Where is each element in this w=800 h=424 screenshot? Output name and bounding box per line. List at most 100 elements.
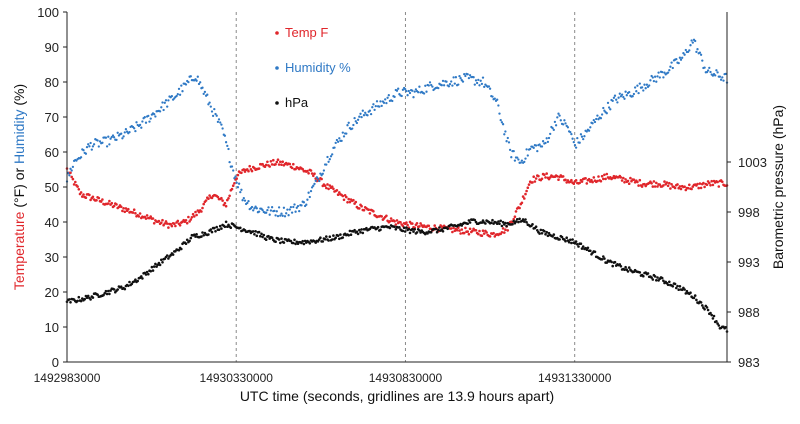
data-point — [71, 177, 75, 181]
data-point — [461, 80, 465, 83]
data-point — [274, 214, 277, 217]
data-point — [603, 173, 606, 177]
data-point — [415, 222, 419, 225]
data-point — [580, 180, 584, 183]
data-point — [191, 212, 195, 216]
data-point — [265, 211, 268, 214]
data-point — [68, 174, 71, 177]
data-point — [688, 183, 691, 187]
data-point — [689, 291, 692, 295]
data-point — [458, 229, 461, 232]
data-point — [441, 230, 445, 233]
data-point — [593, 120, 597, 124]
data-point — [312, 174, 315, 178]
data-point — [134, 129, 137, 133]
data-point — [359, 112, 362, 115]
data-point — [703, 66, 706, 69]
data-point — [264, 163, 268, 167]
data-point — [336, 140, 340, 143]
data-point — [518, 206, 521, 210]
data-point — [151, 217, 155, 220]
data-point — [301, 167, 305, 171]
data-point — [84, 196, 88, 199]
data-point — [134, 278, 137, 282]
data-point — [203, 90, 207, 94]
data-point — [388, 220, 392, 223]
data-point — [593, 250, 597, 254]
data-point — [123, 210, 127, 214]
data-point — [452, 226, 455, 230]
data-point — [636, 180, 639, 184]
data-point — [260, 232, 263, 236]
data-point — [505, 140, 508, 143]
data-point — [691, 41, 694, 44]
data-point — [358, 207, 361, 210]
data-point — [474, 229, 478, 232]
axes — [66, 12, 728, 363]
data-point — [218, 224, 222, 228]
data-point — [254, 205, 257, 208]
data-point — [574, 240, 578, 243]
data-point — [525, 221, 528, 224]
data-point — [321, 240, 325, 243]
data-point — [330, 238, 334, 241]
data-point — [279, 214, 282, 217]
data-point — [202, 234, 205, 237]
data-point — [180, 84, 183, 87]
data-point — [655, 80, 658, 83]
data-point — [411, 227, 414, 231]
data-point — [473, 218, 477, 222]
data-point — [138, 123, 142, 127]
data-point — [653, 185, 657, 188]
data-point — [495, 222, 499, 225]
data-point — [467, 232, 471, 236]
data-point — [578, 181, 581, 185]
data-point — [468, 221, 472, 224]
data-point — [147, 114, 150, 118]
data-point — [521, 218, 525, 221]
data-point — [544, 141, 547, 145]
data-point — [493, 97, 496, 100]
data-point — [561, 175, 565, 178]
data-point — [610, 260, 613, 264]
data-point — [164, 220, 168, 223]
data-point — [223, 225, 227, 229]
data-point — [675, 286, 678, 290]
data-point — [295, 240, 299, 244]
data-point — [512, 219, 515, 223]
data-point — [379, 228, 382, 232]
data-point — [79, 156, 83, 159]
data-point — [538, 143, 541, 146]
data-point — [170, 94, 174, 98]
data-point — [511, 223, 514, 226]
data-point — [154, 262, 157, 266]
data-point — [221, 199, 224, 202]
data-point — [705, 306, 709, 309]
data-point — [273, 209, 276, 213]
data-point — [631, 95, 634, 98]
data-point — [107, 289, 110, 293]
data-point — [466, 73, 469, 76]
y-axis-left-title: Temperature (°F) or Humidity (%) — [11, 84, 27, 290]
data-point — [684, 188, 688, 192]
data-point — [282, 206, 286, 209]
data-point — [526, 186, 530, 189]
data-point — [624, 178, 627, 181]
data-point — [571, 137, 574, 140]
data-point — [241, 199, 244, 202]
data-point — [592, 176, 596, 179]
data-point — [498, 222, 501, 225]
data-point — [195, 213, 198, 217]
data-point — [479, 79, 482, 82]
data-point — [340, 139, 343, 143]
data-point — [374, 104, 377, 108]
data-point — [429, 230, 433, 234]
data-point — [599, 179, 603, 183]
data-point — [335, 189, 339, 192]
data-point — [400, 94, 403, 98]
data-point — [201, 206, 204, 210]
data-point — [79, 191, 83, 194]
data-point — [699, 301, 703, 304]
data-point — [501, 227, 505, 230]
data-point — [478, 229, 481, 233]
